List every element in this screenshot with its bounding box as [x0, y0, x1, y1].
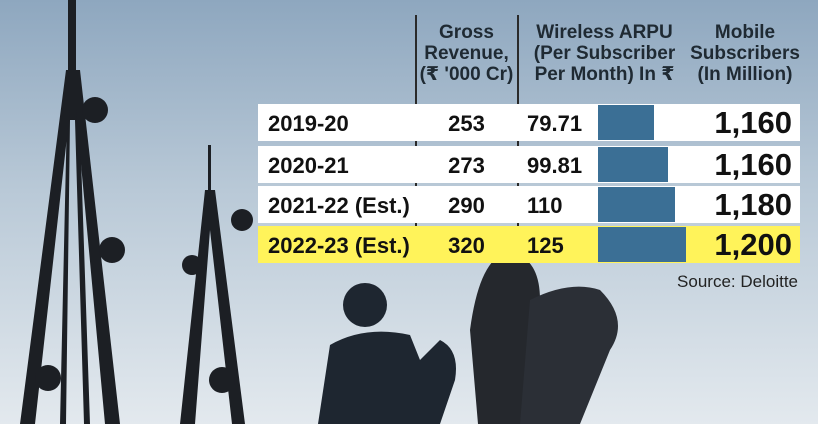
arpu-bar: [598, 147, 669, 182]
arpu-bar: [598, 105, 655, 140]
subscribers: 1,160: [714, 105, 792, 140]
subscribers: 1,200: [714, 227, 792, 262]
column-header: Gross Revenue, (₹ '000 Cr): [419, 22, 514, 85]
gross-revenue: 290: [448, 193, 485, 218]
arpu-value: 125: [527, 233, 564, 258]
arpu-value: 110: [527, 193, 563, 218]
row-label: 2020-21: [268, 153, 349, 178]
column-header: Wireless ARPU (Per Subscriber Per Month)…: [533, 22, 676, 85]
row-label: 2021-22 (Est.): [268, 193, 410, 218]
gross-revenue: 253: [448, 111, 485, 136]
row-label: 2022-23 (Est.): [268, 233, 410, 258]
table-row: 2022-23 (Est.) 320 125 1,200: [258, 226, 800, 263]
arpu-value: 79.71: [527, 111, 583, 136]
table-row: 2019-20 253 79.71 1,160: [258, 104, 800, 141]
gross-revenue: 273: [448, 153, 485, 178]
gross-revenue: 320: [448, 233, 485, 258]
source-note: Source: Deloitte: [677, 272, 798, 291]
table-row: 2020-21 273 99.81 1,160: [258, 146, 800, 183]
row-label: 2019-20: [268, 111, 349, 136]
arpu-value: 99.81: [527, 153, 583, 178]
subscribers: 1,180: [714, 187, 792, 222]
subscribers: 1,160: [714, 147, 792, 182]
column-header: Mobile Subscribers (In Million): [690, 22, 800, 85]
arpu-bar: [598, 227, 686, 262]
arpu-bar: [598, 187, 676, 222]
table-row: 2021-22 (Est.) 290 110 1,180: [258, 186, 800, 223]
